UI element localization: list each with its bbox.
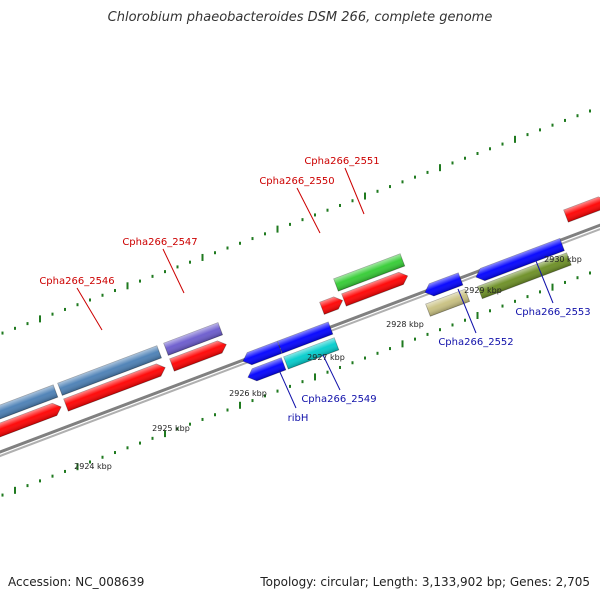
scale-label: 2930 kbp xyxy=(544,255,582,264)
feature-cpha266-2547-shade xyxy=(163,322,223,356)
gene-ribh-label: ribH xyxy=(288,413,309,424)
feature-cpha266-2553-shade xyxy=(477,252,572,299)
gene-cpha266-2551-leader xyxy=(344,167,365,215)
label-leaders xyxy=(76,167,554,409)
feature-forward xyxy=(0,402,62,441)
feature-forward-unlabeled xyxy=(319,296,344,315)
feature-forward xyxy=(563,196,600,223)
gene-features xyxy=(0,196,600,441)
scale-label: 2929 kbp xyxy=(464,286,502,295)
gene-labels: Cpha266_2546 Cpha266_2547 Cpha266_2550 Cpha… xyxy=(39,156,590,424)
feature-cpha266-2551 xyxy=(333,253,406,292)
feature-reverse-shade xyxy=(425,272,463,296)
feature-cpha266-2549 xyxy=(283,337,340,370)
feature-cpha266-2546-shade xyxy=(57,345,162,396)
scale-ticks-lower xyxy=(1,271,591,497)
scale-label: 2928 kbp xyxy=(386,320,424,329)
feature-forward-shade xyxy=(0,403,62,440)
map-title: Chlorobium phaeobacteroides DSM 266, com… xyxy=(107,10,493,25)
gene-cpha266-2550-leader xyxy=(296,187,321,234)
feature-cpha266-2546 xyxy=(57,345,162,396)
feature-forward-shade xyxy=(563,196,600,223)
feature-reverse-shade xyxy=(476,238,565,281)
accession-text: Accession: NC_008639 xyxy=(8,575,145,589)
feature-reverse xyxy=(424,272,464,297)
gene-cpha266-2553-leader xyxy=(535,260,554,304)
feature-cpha266-2550-shade xyxy=(341,272,408,307)
scale-label: 2925 kbp xyxy=(152,424,190,433)
gene-cpha266-2547-label: Cpha266_2547 xyxy=(122,237,197,248)
scale-label: 2926 kbp xyxy=(229,389,267,398)
gene-cpha266-2551-label: Cpha266_2551 xyxy=(304,156,379,167)
gene-cpha266-2546-label: Cpha266_2546 xyxy=(39,276,114,287)
feature-forward xyxy=(169,340,227,372)
feature-ribh xyxy=(247,357,287,382)
feature-ribh-shade xyxy=(248,357,286,381)
feature-cpha266-2550 xyxy=(341,271,409,307)
genome-summary-text: Topology: circular; Length: 3,133,902 bp… xyxy=(260,575,590,589)
feature-forward-shade xyxy=(169,340,227,372)
gene-cpha266-2547-leader xyxy=(162,248,185,294)
feature-reverse-unlabeled xyxy=(242,340,283,366)
feature-reverse-unlabeled-shade xyxy=(243,341,282,365)
gene-cpha266-2552-leader xyxy=(457,288,477,334)
scale-labels: 2924 kbp 2925 kbp 2926 kbp 2927 kbp 2928 kbp… xyxy=(74,255,582,471)
feature-reverse xyxy=(475,237,565,282)
scale-label: 2924 kbp xyxy=(74,462,112,471)
gene-cpha266-2552-label: Cpha266_2552 xyxy=(438,337,513,348)
feature-cpha266-2547 xyxy=(163,322,224,356)
gene-ribh-leader xyxy=(278,369,297,409)
gene-cpha266-2546-leader xyxy=(76,287,103,331)
gene-cpha266-2553-label: Cpha266_2553 xyxy=(515,307,590,318)
gene-cpha266-2549-leader xyxy=(322,354,341,391)
feature-cpha266-2551-shade xyxy=(333,253,405,292)
feature-forward xyxy=(63,363,166,412)
feature-cpha266-2546-shade xyxy=(0,384,58,422)
feature-forward-unlabeled-shade xyxy=(319,296,343,315)
feature-forward-shade xyxy=(63,363,166,412)
gene-cpha266-2549-label: Cpha266_2549 xyxy=(301,394,376,405)
feature-cpha266-2546 xyxy=(0,384,59,423)
scale-label: 2927 kbp xyxy=(307,353,345,362)
scale-ticks-upper xyxy=(1,109,591,335)
feature-cpha266-2552-shade xyxy=(425,289,470,317)
feature-cpha266-2549-shade xyxy=(283,337,339,369)
gene-cpha266-2550-label: Cpha266_2550 xyxy=(259,176,334,187)
feature-reverse-shade xyxy=(277,321,333,354)
feature-reverse xyxy=(277,321,334,354)
feature-cpha266-2552 xyxy=(425,288,471,317)
